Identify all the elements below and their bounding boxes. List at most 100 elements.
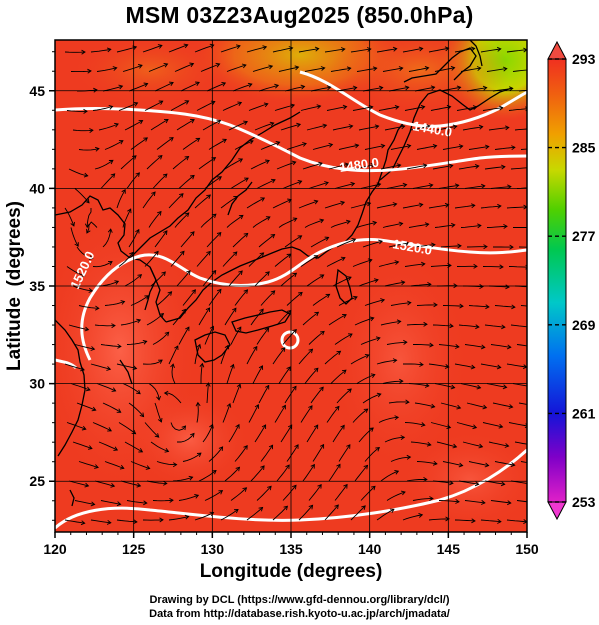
streamline-arrowhead (361, 505, 366, 510)
streamline-arrowhead (501, 164, 506, 170)
y-axis-label: Latitude (degrees) (4, 201, 25, 371)
streamline-arrowhead (136, 318, 142, 324)
streamline-arrowhead (139, 412, 145, 418)
streamline-arrowhead (298, 291, 303, 297)
streamline (208, 446, 223, 462)
streamline-arrowhead (113, 446, 119, 451)
streamline-arrowhead (471, 518, 476, 524)
data-credit: Data from http://database.rish.kyoto-u.a… (149, 608, 450, 620)
streamline (246, 507, 263, 521)
streamline (330, 369, 347, 384)
streamline (130, 461, 150, 469)
streamline (170, 422, 186, 431)
streamline (258, 385, 270, 404)
streamline (520, 305, 527, 307)
streamline (416, 145, 437, 150)
streamline (412, 498, 433, 501)
streamline (128, 229, 140, 248)
streamline-arrowhead (90, 346, 96, 351)
streamline (146, 155, 163, 170)
streamline (126, 500, 147, 504)
streamline (402, 203, 423, 209)
y-tick-label: 40 (29, 180, 45, 196)
streamline-arrowhead (292, 385, 297, 391)
streamline (230, 177, 249, 189)
streamline (74, 344, 95, 350)
streamline (102, 85, 123, 92)
streamline-arrowhead (260, 465, 265, 470)
streamline (92, 261, 113, 268)
streamline-arrowhead (497, 203, 502, 209)
streamline (178, 494, 199, 501)
streamline-arrowhead (164, 448, 170, 453)
streamline (302, 464, 315, 482)
streamline-arrowhead (363, 464, 369, 470)
streamline-arrowhead (445, 516, 450, 522)
streamline-arrowhead (205, 307, 211, 313)
streamline (364, 299, 385, 306)
streamline (338, 144, 359, 150)
streamline (428, 47, 449, 53)
y-tick-label: 35 (29, 278, 45, 294)
streamline-arrowhead (287, 424, 293, 430)
streamline (406, 478, 427, 482)
streamline-arrowhead (380, 298, 386, 303)
y-tick-label: 25 (29, 473, 45, 489)
streamline (490, 500, 511, 504)
streamline-arrowhead (107, 228, 113, 233)
streamline-arrowhead (118, 84, 124, 90)
streamline-arrowhead (172, 462, 178, 468)
streamline (464, 344, 485, 348)
streamline-arrowhead (482, 404, 488, 410)
streamline (78, 305, 99, 309)
coastline (129, 111, 301, 259)
streamline (480, 205, 501, 209)
streamline (486, 225, 508, 228)
streamline (412, 184, 433, 189)
streamline-arrowhead (112, 66, 118, 71)
streamline-arrowhead (478, 124, 484, 130)
streamline (304, 67, 325, 72)
streamline-arrowhead (292, 217, 298, 222)
streamline-arrowhead (145, 465, 151, 470)
streamline (256, 485, 272, 501)
streamline-arrowhead (484, 144, 490, 150)
streamline (506, 519, 527, 523)
streamline-arrowhead (420, 422, 426, 427)
streamline-arrowhead (248, 139, 254, 145)
streamline-arrowhead (111, 323, 116, 329)
streamline-arrowhead (158, 359, 163, 364)
streamline-arrowhead (265, 271, 270, 276)
streamline-arrowhead (235, 44, 241, 50)
streamline-arrowhead (376, 182, 382, 188)
streamline-arrowhead (163, 62, 169, 68)
streamline (468, 305, 489, 308)
streamline-arrowhead (138, 448, 144, 453)
streamline (462, 441, 483, 448)
streamline-arrowhead (258, 365, 264, 370)
streamline-arrowhead (320, 330, 325, 336)
streamline-arrowhead (174, 345, 179, 351)
streamline-arrowhead (87, 445, 93, 450)
streamline (380, 164, 401, 170)
streamline-arrowhead (254, 404, 260, 409)
streamline (174, 212, 190, 228)
streamline-arrowhead (158, 100, 164, 105)
streamline-arrowhead (319, 386, 324, 392)
streamline-arrowhead (470, 46, 476, 52)
streamline (492, 402, 513, 408)
streamline (272, 199, 292, 209)
streamline (224, 158, 243, 170)
streamline-arrowhead (144, 295, 150, 300)
streamline-arrowhead (342, 104, 348, 110)
streamline (194, 194, 211, 209)
streamline-arrowhead (143, 82, 149, 88)
streamline-arrowhead (157, 417, 163, 423)
streamline (228, 270, 243, 287)
streamline (116, 189, 126, 209)
streamline-arrowhead (243, 232, 249, 238)
streamline-arrowhead (529, 68, 533, 72)
streamline-arrowhead (235, 423, 240, 429)
streamline-arrowhead (347, 388, 352, 393)
streamline-arrowhead (316, 104, 322, 110)
